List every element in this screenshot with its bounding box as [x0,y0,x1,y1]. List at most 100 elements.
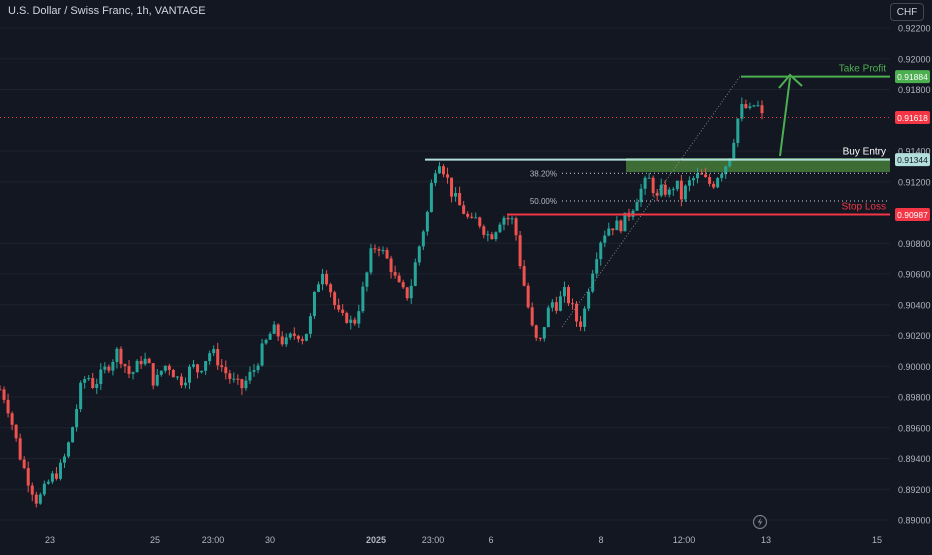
y-tick-label: 0.91800 [898,85,931,95]
candle [397,275,401,283]
y-tick-label: 0.91200 [898,177,931,187]
candle [107,366,111,371]
candle [522,266,526,286]
grid-layer [0,27,890,521]
candle [119,348,123,365]
candle [691,178,695,181]
candle [373,248,377,250]
candle [716,178,720,188]
candle [603,235,607,243]
candle [401,282,405,288]
candle [728,158,732,167]
candle [655,193,659,196]
candle [256,365,260,371]
candle [2,389,6,400]
candle [147,358,151,364]
candle [458,193,462,206]
candle [63,456,67,463]
candle [409,285,413,299]
candle [325,273,329,285]
candle [643,177,647,189]
candle [704,174,708,178]
candle [143,358,147,365]
take-profit-price-tag-bg [895,70,930,84]
stop-loss-price-tag: 0.90987 [895,207,930,221]
candle [329,284,333,293]
candle [647,177,651,179]
buy-zone [626,158,890,172]
buy-entry-label: Buy Entry [843,147,886,158]
x-tick-label: 6 [488,535,493,545]
candle [756,105,760,107]
candle [595,259,599,274]
candle [482,226,486,235]
x-tick-label: 15 [872,535,882,545]
candle [748,106,752,108]
candle [292,333,296,336]
candle [486,234,490,236]
candle [54,473,58,479]
y-tick-label: 0.91400 [898,147,931,157]
candle [623,212,627,232]
candle [538,337,542,339]
candle [365,272,369,287]
candle [571,303,575,305]
candle [58,462,62,479]
candle [587,291,591,309]
candle [151,363,155,386]
x-tick-label: 25 [150,535,160,545]
candle [345,312,349,323]
candle [175,376,179,378]
candle [115,348,119,362]
x-tick-label: 2025 [366,535,386,545]
candle [417,246,421,263]
candle [260,343,264,366]
current-price-tag: 0.91618 [895,110,930,124]
candle [46,481,50,484]
lightning-icon [752,514,768,530]
candle [510,218,514,220]
drawing-layer: 38.20% 50.00% Take Profit Buy Entry Stop Los… [0,64,890,328]
y-tick-label: 0.89800 [898,393,931,403]
candle [429,182,433,212]
candle [502,217,506,225]
candle [14,424,18,439]
candle [244,380,248,389]
candle [179,376,183,386]
axis-layer: 0.89000 0.89200 0.89400 0.89600 0.89800 0.900… [45,24,931,546]
candle [312,291,316,317]
candle [317,284,321,292]
fib-level-label: 38.20% [530,169,557,178]
candle [236,378,240,380]
candle [212,349,216,354]
candle [433,173,437,183]
candle [155,374,159,386]
candle [554,302,558,311]
candle [534,325,538,338]
candle [6,399,10,414]
candle [280,336,284,345]
candle [575,303,579,322]
candle [353,319,357,324]
candle [671,189,675,191]
currency-button[interactable]: CHF [890,3,924,21]
candle [42,483,46,495]
candle [454,193,458,197]
stop-loss-price-tag-bg [895,207,930,221]
candle [103,366,107,370]
candle-layer [0,97,764,508]
chart-title: U.S. Dollar / Swiss Franc, 1h, VANTAGE [8,5,206,17]
candle [10,413,14,425]
candle [659,184,663,196]
candle [341,309,345,313]
candle [220,365,224,368]
candle [437,166,441,174]
x-tick-label: 30 [265,535,275,545]
candle [139,360,143,365]
candle [272,324,276,334]
candle [187,366,191,383]
candle [466,213,470,217]
candle [208,353,212,362]
